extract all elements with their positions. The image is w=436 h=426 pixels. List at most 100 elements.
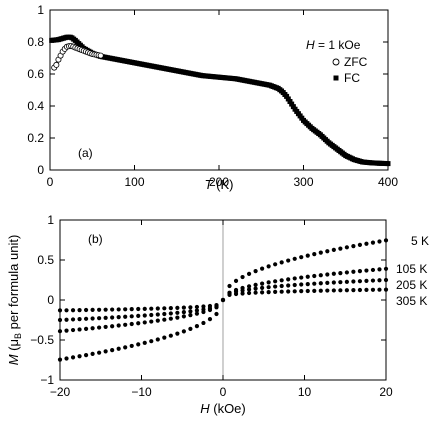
b-xtick-label-0: −20 xyxy=(50,385,71,399)
m-point-2-9 xyxy=(116,315,121,320)
m-point-3-6 xyxy=(97,307,102,312)
m-point-0-48 xyxy=(370,240,376,245)
m-point-3-30 xyxy=(253,290,258,295)
panel-b-curve-labels: 5 K 105 K 205 K 305 K xyxy=(396,234,429,308)
m-point-1-18 xyxy=(175,315,180,320)
m-point-3-7 xyxy=(103,307,108,312)
m-point-3-17 xyxy=(168,305,173,311)
m-point-3-37 xyxy=(299,289,304,294)
m-point-2-30 xyxy=(253,286,258,291)
m-point-3-31 xyxy=(260,290,265,295)
m-point-0-32 xyxy=(266,264,271,269)
m-point-2-16 xyxy=(162,311,167,317)
panel-a-label: (a) xyxy=(78,146,93,160)
m-point-0-36 xyxy=(292,256,297,261)
a-ytick-label-4: 0.8 xyxy=(27,35,44,49)
a-ytick-label-1: 0.2 xyxy=(27,131,44,145)
m-point-1-12 xyxy=(136,321,141,326)
m-point-2-40 xyxy=(318,281,323,286)
m-point-1-46 xyxy=(357,269,363,274)
a-ytick-label-3: 0.6 xyxy=(27,67,44,81)
legend-fc-label: FC xyxy=(344,71,360,85)
panel-b-y-axis-label: M (μB per formula unit) xyxy=(6,235,23,366)
panel-b-x-axis-label: H (kOe) xyxy=(200,401,246,416)
m-point-1-30 xyxy=(253,282,258,287)
m-point-3-9 xyxy=(116,307,121,312)
m-point-2-2 xyxy=(70,317,76,322)
m-point-1-36 xyxy=(292,276,297,281)
m-point-1-0 xyxy=(57,329,63,334)
m-point-2-49 xyxy=(377,278,382,283)
m-point-2-13 xyxy=(142,313,147,318)
m-point-3-45 xyxy=(351,287,356,293)
series-305k xyxy=(57,287,389,313)
m-point-2-47 xyxy=(364,278,369,283)
panel-a-series xyxy=(49,34,391,167)
m-point-2-39 xyxy=(312,281,317,286)
m-point-3-1 xyxy=(64,308,69,313)
m-point-1-20 xyxy=(188,313,193,318)
m-point-0-31 xyxy=(260,266,265,271)
m-point-0-9 xyxy=(116,346,121,351)
a-xtick-label-1: 100 xyxy=(124,175,144,189)
fc-point-139 xyxy=(284,93,290,99)
m-point-3-29 xyxy=(246,290,252,296)
m-point-1-7 xyxy=(103,324,108,330)
m-point-0-27 xyxy=(233,278,239,283)
m-point-0-40 xyxy=(318,250,323,255)
m-point-0-46 xyxy=(357,242,363,247)
m-point-3-23 xyxy=(207,303,213,309)
m-point-2-48 xyxy=(370,278,376,283)
m-point-1-6 xyxy=(97,325,102,330)
m-point-3-34 xyxy=(279,289,284,294)
b-ytick-label-0: −1 xyxy=(40,373,54,387)
m-point-3-43 xyxy=(338,288,343,293)
m-point-2-36 xyxy=(292,282,297,288)
m-point-2-43 xyxy=(338,280,343,285)
m-point-1-1 xyxy=(64,328,69,333)
m-point-1-35 xyxy=(286,277,291,282)
m-point-2-7 xyxy=(103,315,108,320)
m-point-2-50 xyxy=(383,277,389,283)
m-point-2-12 xyxy=(136,313,141,319)
b-xtick-label-1: −10 xyxy=(131,385,152,399)
m-point-0-6 xyxy=(97,350,102,355)
m-point-0-35 xyxy=(286,258,291,263)
m-point-2-20 xyxy=(188,309,193,314)
m-point-2-38 xyxy=(305,281,310,287)
zfc-point-1 xyxy=(53,61,60,68)
b-ytick-label-4: 1 xyxy=(47,213,54,227)
m-point-1-32 xyxy=(266,280,271,285)
m-point-3-11 xyxy=(129,307,134,312)
m-point-0-2 xyxy=(70,355,76,360)
m-point-3-13 xyxy=(142,306,147,311)
m-point-0-22 xyxy=(201,320,206,326)
m-point-0-39 xyxy=(312,251,317,257)
m-point-1-11 xyxy=(129,321,134,327)
m-point-3-32 xyxy=(266,290,271,295)
m-point-2-46 xyxy=(357,279,363,284)
curve-label-305k: 305 K xyxy=(396,294,427,308)
m-point-3-26 xyxy=(227,292,232,297)
m-point-3-21 xyxy=(194,304,200,310)
a-xtick-label-2: 200 xyxy=(209,175,229,189)
m-point-3-8 xyxy=(110,307,115,312)
m-point-3-48 xyxy=(370,287,376,292)
m-point-0-19 xyxy=(181,329,186,334)
m-point-2-28 xyxy=(240,288,245,293)
m-point-0-29 xyxy=(246,271,252,276)
m-point-1-31 xyxy=(260,281,265,286)
m-point-2-44 xyxy=(344,279,349,284)
m-point-0-26 xyxy=(227,283,232,289)
m-point-3-5 xyxy=(90,307,95,313)
m-point-3-24 xyxy=(214,303,219,308)
m-point-2-19 xyxy=(181,310,186,315)
fc-point-141 xyxy=(287,99,293,105)
b-xtick-label-2: 0 xyxy=(220,385,227,399)
m-point-3-42 xyxy=(331,288,336,293)
m-point-2-31 xyxy=(260,285,265,290)
m-point-1-17 xyxy=(168,316,173,321)
m-point-3-49 xyxy=(377,287,382,292)
m-point-0-47 xyxy=(364,241,369,246)
m-point-2-29 xyxy=(246,287,252,292)
